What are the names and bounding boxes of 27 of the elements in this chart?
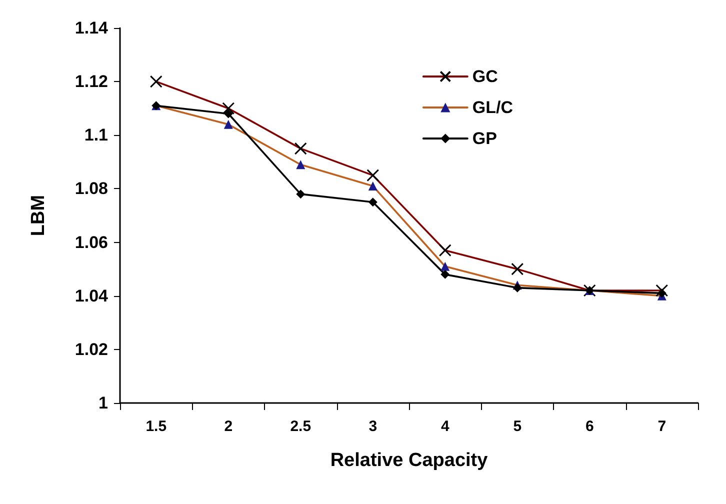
y-tick-label: 1.12: [74, 72, 108, 92]
x-tick-label: 5: [513, 418, 522, 435]
x-tick-label: 1.5: [146, 418, 167, 435]
point: [224, 109, 233, 118]
x-axis-title: Relative Capacity: [330, 450, 488, 471]
x-tick-label: 2: [224, 418, 233, 435]
point: [657, 288, 666, 298]
x-tick-label: 4: [440, 418, 450, 435]
y-tick-label: 1.04: [74, 286, 109, 306]
y-tick-label: 1.02: [74, 340, 108, 359]
y-tick-label: 1.08: [74, 179, 108, 198]
y-tick-label: 1.06: [74, 232, 108, 252]
x-tick-label: 3: [368, 418, 378, 435]
point: [440, 270, 450, 279]
x-tick-label: 7: [658, 418, 666, 435]
legend-label: GP: [472, 129, 497, 148]
point: [296, 190, 306, 199]
y-tick-label: 1.14: [74, 18, 109, 38]
point: [512, 283, 522, 292]
legend-label: GC: [472, 67, 498, 86]
y-axis-title: LBM: [28, 194, 49, 236]
y-tick-label: 1.1: [84, 126, 108, 145]
x-tick-label: 2.5: [290, 418, 312, 435]
point: [368, 198, 378, 207]
legend-label: GL/C: [472, 98, 513, 117]
x-tick-label: 6: [585, 418, 594, 435]
y-tick-label: 1: [98, 394, 108, 412]
